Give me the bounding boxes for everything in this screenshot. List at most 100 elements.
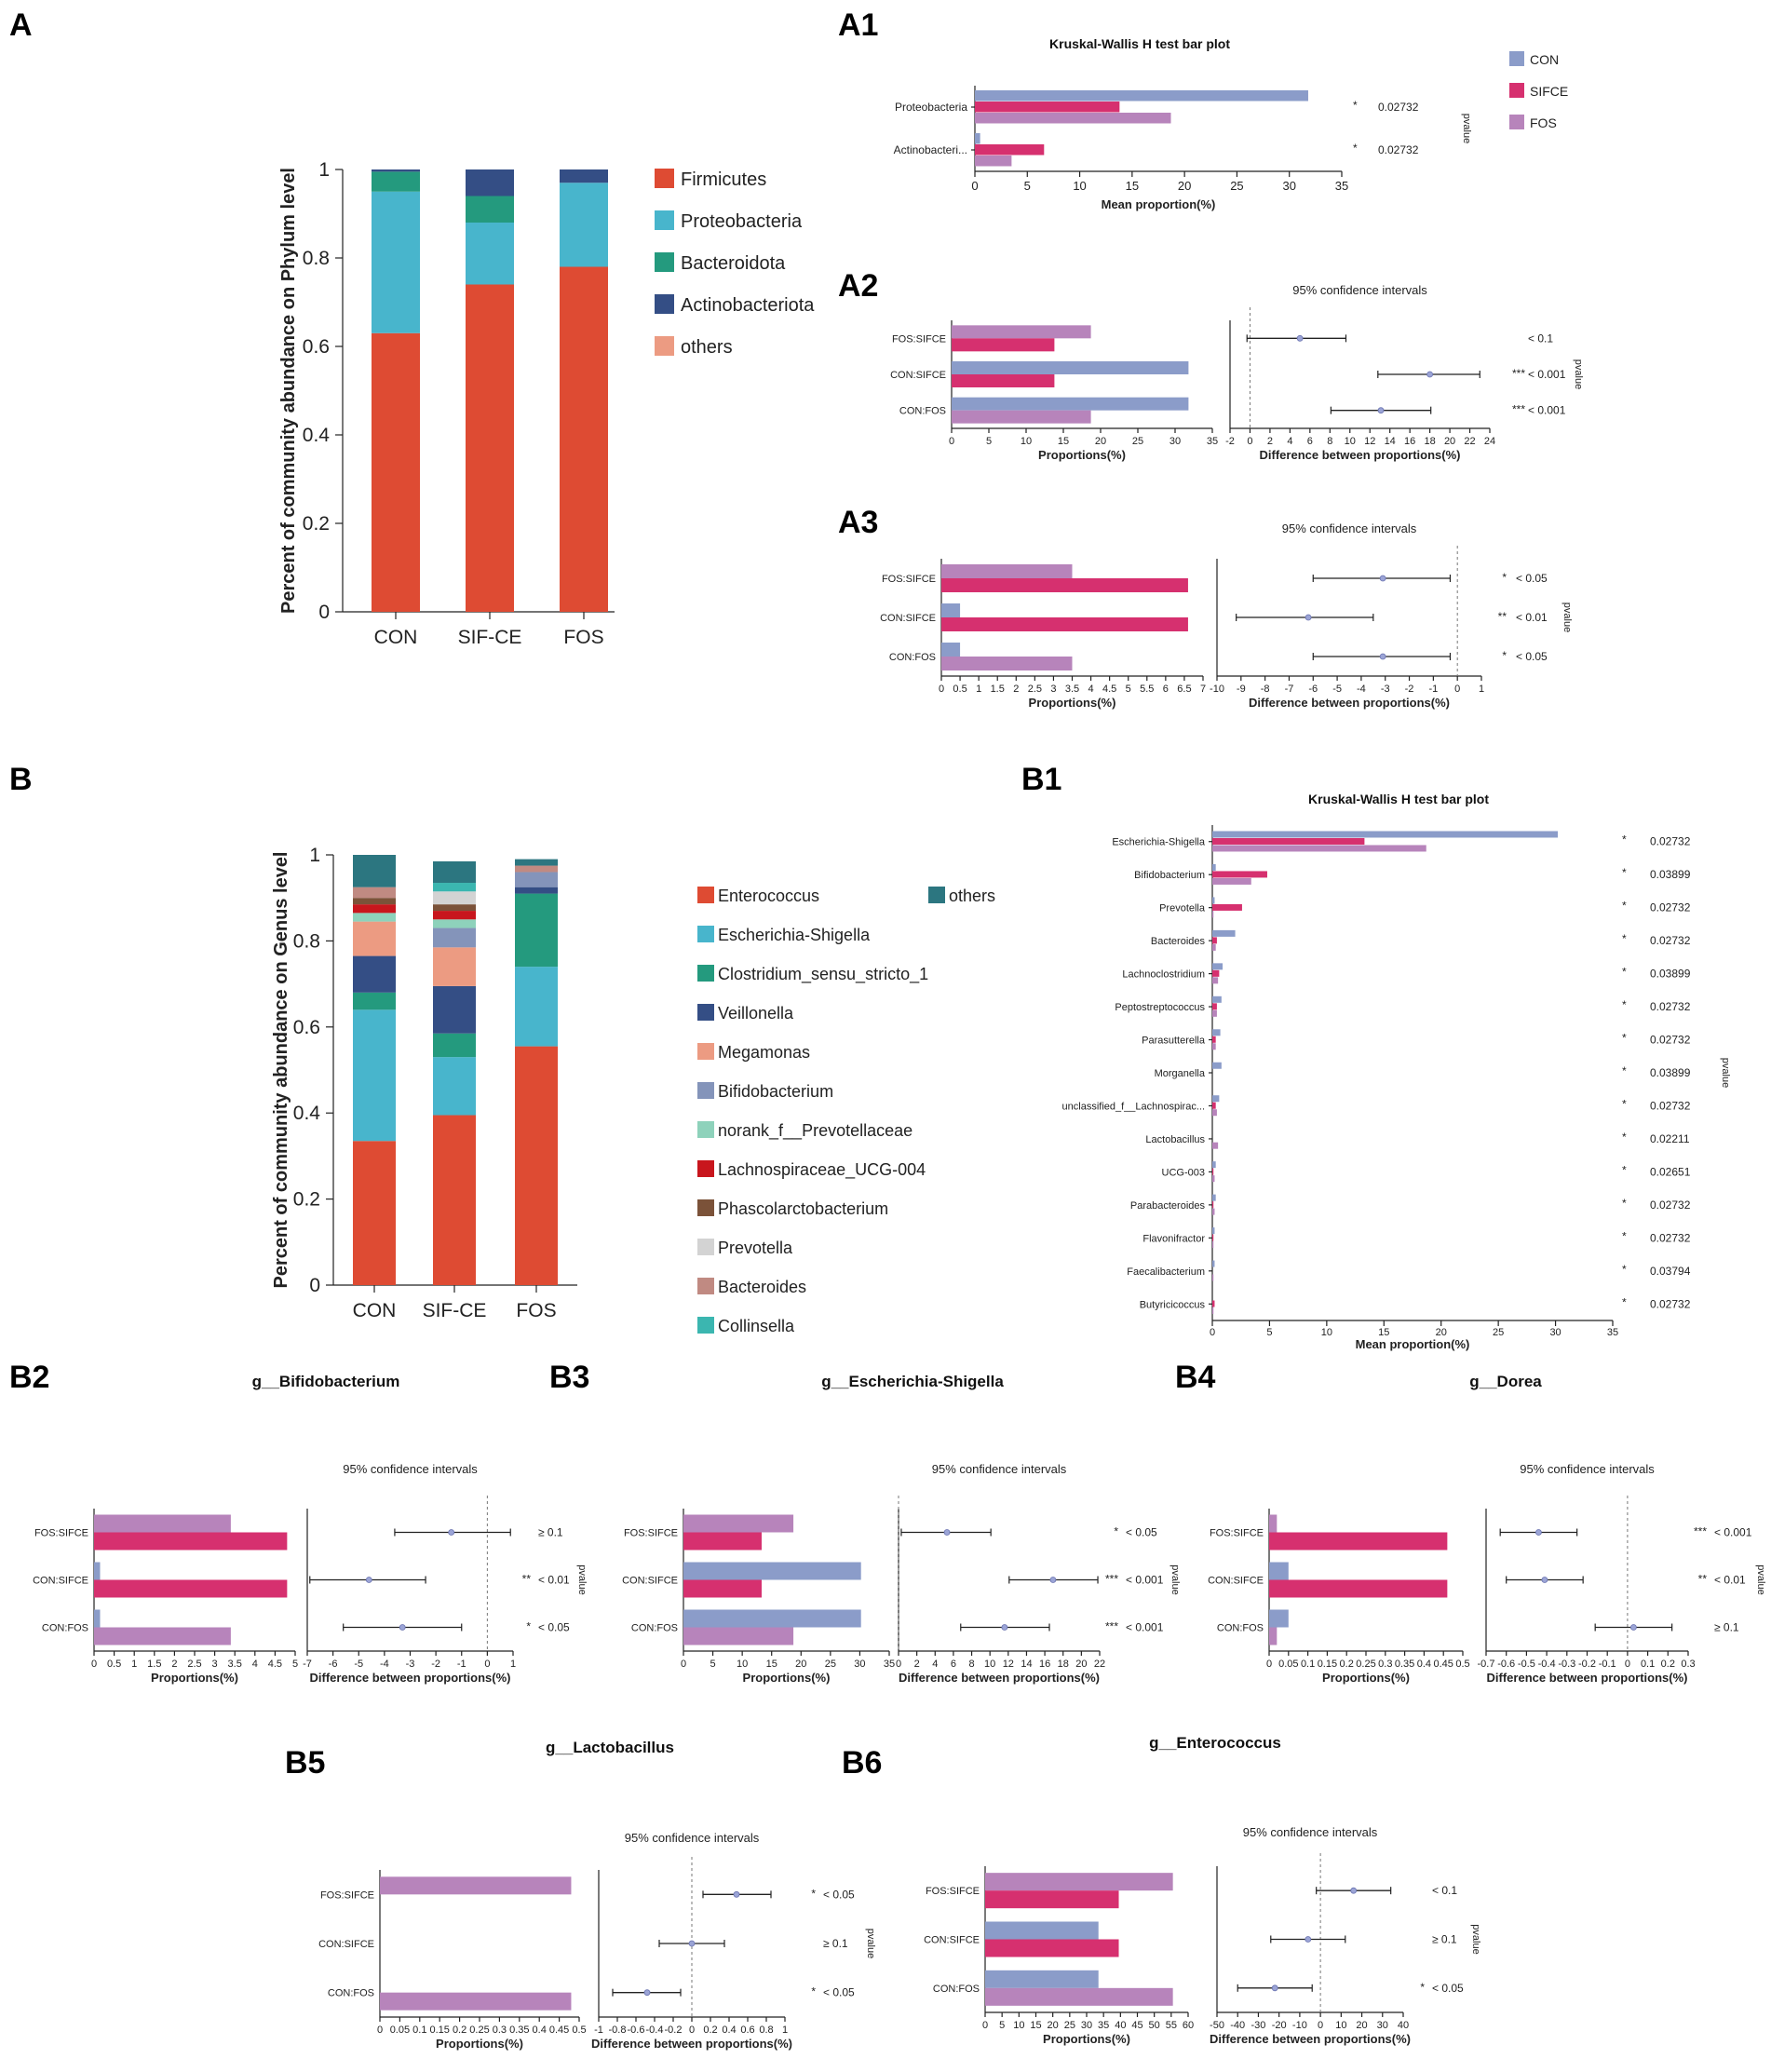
a2-ci-point bbox=[1296, 334, 1304, 342]
b-legend-swatch-phascolarctobacterium bbox=[697, 1199, 714, 1216]
b5-significance-star: * bbox=[811, 1887, 816, 1900]
b-x-tick-label: CON bbox=[353, 1300, 397, 1321]
b2-left-tick-label: 2 bbox=[171, 1659, 177, 1670]
a3-row-label: CON:FOS bbox=[889, 652, 936, 663]
b2-left-tick-label: 0 bbox=[91, 1659, 97, 1670]
b4-ci-point bbox=[1541, 1577, 1548, 1583]
b1-x-tick-label: 15 bbox=[1378, 1327, 1389, 1338]
b6-row-label: CON:SIFCE bbox=[924, 1935, 980, 1946]
a-y-tick-label: 1 bbox=[318, 159, 330, 181]
b4-right-tick-label: 0 bbox=[1625, 1659, 1630, 1670]
b-bar-con-veillonella bbox=[353, 955, 396, 993]
b6-pvalue-axis-label: pvalue bbox=[1470, 1924, 1481, 1954]
b1-category-label: Faecalibacterium bbox=[1127, 1266, 1205, 1278]
b6-row-label: CON:FOS bbox=[933, 1984, 980, 1995]
a2-left-x-label: Proportions(%) bbox=[1038, 448, 1126, 462]
b-bar-sif-ce-phascolarctobacterium bbox=[433, 904, 476, 912]
b2-significance-star: ** bbox=[522, 1573, 532, 1586]
b5-pvalue: < 0.05 bbox=[823, 1986, 855, 1999]
a3-right-tick-label: -10 bbox=[1210, 684, 1224, 695]
b2-bar-con bbox=[94, 1562, 101, 1580]
a1-bar-fos bbox=[975, 113, 1171, 124]
a2-bar-sifce bbox=[952, 338, 1055, 352]
b2-pvalue: < 0.05 bbox=[538, 1621, 570, 1634]
a2-right-tick-label: 4 bbox=[1287, 436, 1292, 447]
b-legend-label: others bbox=[949, 887, 995, 905]
b1-significance-star: * bbox=[1622, 966, 1627, 979]
a3-left-tick-label: 7 bbox=[1200, 684, 1206, 695]
b2-left-x-label: Proportions(%) bbox=[151, 1671, 238, 1685]
a2-left-tick-label: 0 bbox=[949, 436, 954, 447]
b1-bar-sifce bbox=[1212, 903, 1242, 911]
a2-left-tick-label: 25 bbox=[1132, 436, 1143, 447]
a3-left-tick-label: 6 bbox=[1163, 684, 1169, 695]
b1-bar-sifce bbox=[1212, 1300, 1215, 1307]
b6-left-tick-label: 55 bbox=[1166, 2020, 1177, 2031]
b1-bar-sifce bbox=[1212, 1003, 1217, 1010]
b-legend-label: Megamonas bbox=[718, 1043, 810, 1062]
b-bar-fos-others bbox=[515, 859, 558, 866]
b2-right-tick-label: -2 bbox=[431, 1659, 440, 1670]
b2-left-tick-label: 1 bbox=[131, 1659, 137, 1670]
a3-left-tick-label: 5.5 bbox=[1140, 684, 1154, 695]
b5-left-tick-label: 0.05 bbox=[390, 2025, 410, 2036]
b1-significance-star: * bbox=[1622, 833, 1627, 846]
b6-ci-point bbox=[1305, 1936, 1312, 1943]
b6-left-x-label: Proportions(%) bbox=[1043, 2032, 1130, 2046]
b1-bar-con bbox=[1212, 1029, 1221, 1036]
a-y-tick-label: 0.2 bbox=[303, 513, 330, 535]
b2-right-tick-label: -1 bbox=[457, 1659, 466, 1670]
b2-left-tick-label: 3.5 bbox=[228, 1659, 242, 1670]
b3-left-tick-label: 10 bbox=[737, 1659, 748, 1670]
b2-bar-fos bbox=[94, 1514, 231, 1533]
a-bar-sif-ce-bacteroidota bbox=[466, 196, 514, 223]
panel-label-a2: A2 bbox=[838, 268, 878, 304]
b3-bar-fos bbox=[683, 1514, 794, 1533]
b4-left-tick-label: 0.3 bbox=[1378, 1659, 1392, 1670]
a3-left-tick-label: 5 bbox=[1126, 684, 1131, 695]
b3-right-tick-label: 8 bbox=[968, 1659, 974, 1670]
b-bar-con-norank-f-prevotellaceae bbox=[353, 913, 396, 922]
b-y-tick-label: 0.8 bbox=[293, 930, 320, 952]
b3-left-x-label: Proportions(%) bbox=[743, 1671, 831, 1685]
b4-left-tick-label: 0.35 bbox=[1395, 1659, 1414, 1670]
b4-significance-star: ** bbox=[1698, 1573, 1708, 1586]
a1-bar-con bbox=[975, 90, 1308, 102]
a1-x-tick-label: 0 bbox=[971, 179, 978, 193]
b5-row-label: CON:SIFCE bbox=[318, 1939, 374, 1950]
a1-legend-label: SIFCE bbox=[1530, 84, 1568, 99]
a-bar-fos-actinobacteriota bbox=[560, 169, 608, 183]
b2-ci-point bbox=[399, 1624, 406, 1631]
b2-left-tick-label: 2.5 bbox=[187, 1659, 201, 1670]
b1-bar-sifce bbox=[1212, 1036, 1216, 1043]
b6-pvalue: < 0.05 bbox=[1432, 1982, 1464, 1995]
a3-bar-con bbox=[941, 643, 961, 657]
b5-ci-point bbox=[643, 1989, 651, 1997]
b4-left-tick-label: 0.5 bbox=[1455, 1659, 1469, 1670]
a2-right-x-label: Difference between proportions(%) bbox=[1260, 448, 1461, 462]
b5-left-tick-label: 0.2 bbox=[453, 2025, 466, 2036]
b3-bar-sifce bbox=[683, 1579, 762, 1598]
b6-left-tick-label: 45 bbox=[1131, 2020, 1142, 2031]
a-y-tick-label: 0 bbox=[318, 602, 330, 623]
b3-row-label: CON:SIFCE bbox=[622, 1576, 678, 1587]
b1-pvalue: 0.02732 bbox=[1650, 1231, 1691, 1244]
b3-ci-point bbox=[1001, 1624, 1008, 1631]
b3-bar-fos bbox=[683, 1627, 794, 1645]
b2-ci-point bbox=[448, 1529, 455, 1536]
b2-bar-sifce bbox=[94, 1532, 288, 1551]
b1-significance-star: * bbox=[1622, 1163, 1627, 1176]
b1-bar-con bbox=[1212, 1161, 1216, 1169]
b6-left-tick-label: 10 bbox=[1013, 2020, 1024, 2031]
b1-bar-con bbox=[1212, 995, 1222, 1003]
b-bar-sif-ce-escherichia-shigella bbox=[433, 1057, 476, 1116]
a1-pvalue-axis-label: pvalue bbox=[1461, 114, 1472, 143]
b1-pvalue: 0.02732 bbox=[1650, 835, 1691, 848]
a-y-tick-label: 0.4 bbox=[303, 425, 331, 446]
b6-left-tick-label: 15 bbox=[1030, 2020, 1041, 2031]
b1-pvalue: 0.03899 bbox=[1650, 868, 1691, 881]
b1-category-label: Flavonifractor bbox=[1142, 1233, 1205, 1244]
b1-pvalue: 0.02732 bbox=[1650, 1199, 1691, 1212]
b5-left-tick-label: 0 bbox=[377, 2025, 383, 2036]
